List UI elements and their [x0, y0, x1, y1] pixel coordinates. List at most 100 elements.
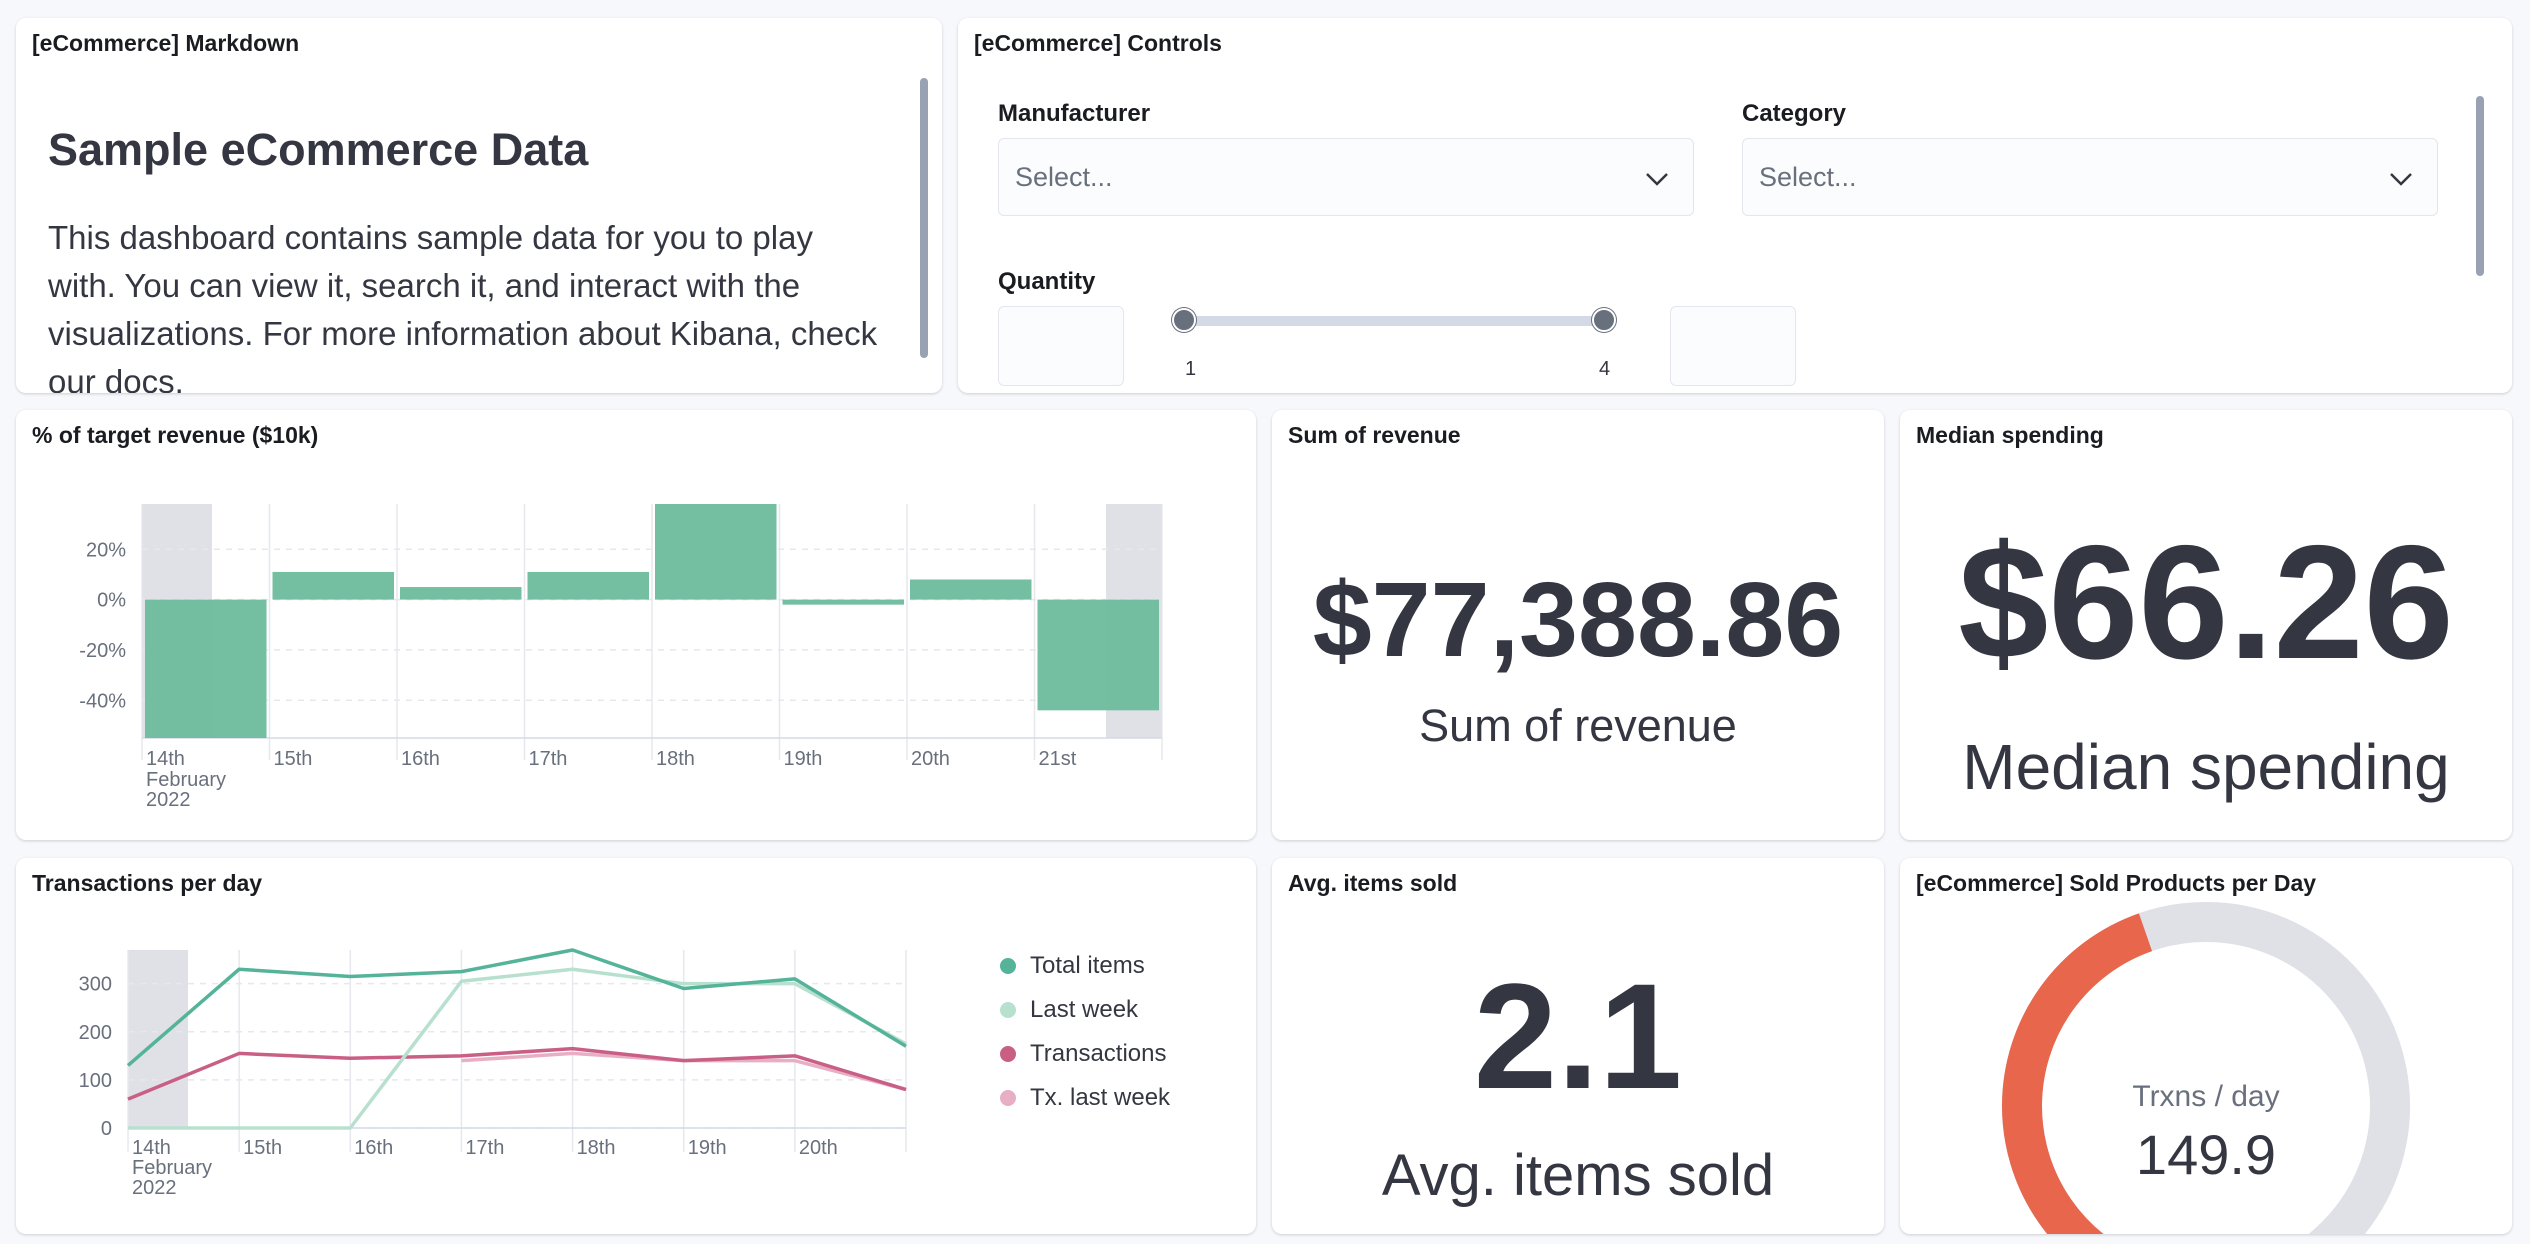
quantity-max-tick: 4: [1599, 358, 1611, 380]
avg-items-label: Avg. items sold: [1381, 1143, 1775, 1208]
markdown-text-end: .: [174, 363, 184, 393]
legend-label: Transactions: [1030, 1040, 1167, 1067]
x-tick-label: 18th: [577, 1137, 616, 1159]
x-tick-label: 18th: [656, 748, 695, 770]
x-tick-label: 17th: [529, 748, 568, 770]
legend-dot: [1000, 1002, 1016, 1018]
panel-title: [eCommerce] Markdown: [32, 30, 300, 56]
date-caption: 2022: [146, 789, 191, 811]
gauge-chart: [2002, 902, 2410, 1234]
gauge-fill: [2002, 913, 2153, 1234]
avg-items-panel: Avg. items sold 2.1 Avg. items sold: [1272, 858, 1884, 1234]
panel-title: [eCommerce] Sold Products per Day: [1916, 870, 2317, 896]
panel-title: Avg. items sold: [1288, 870, 1458, 896]
y-tick-label: 200: [79, 1022, 112, 1044]
date-caption: 2022: [132, 1177, 177, 1199]
median-spending-value: $66.26: [1958, 512, 2454, 693]
quantity-min-input[interactable]: [998, 306, 1124, 386]
x-tick-label: 14th: [146, 748, 185, 770]
date-caption: February: [146, 769, 226, 791]
bar-17th: [527, 571, 649, 600]
chevron-down-icon: [2390, 173, 2412, 186]
y-tick-label: 0: [101, 1118, 112, 1140]
bar-19th: [782, 599, 904, 605]
markdown-text: This dashboard contains sample data for …: [48, 219, 878, 393]
series-line-total-items: [126, 948, 907, 1067]
transactions-line-chart: 0 100 200 300 14th 15th 16th 17th 18th 19th 20th Fe…: [79, 948, 907, 1199]
manufacturer-select[interactable]: Select...: [998, 138, 1694, 216]
bar-21st: [1037, 599, 1159, 711]
x-tick-label: 16th: [354, 1137, 393, 1159]
chevron-down-icon: [1646, 173, 1668, 186]
docs-link[interactable]: docs: [104, 363, 175, 393]
controls-panel: [eCommerce] Controls Manufacturer Select…: [958, 18, 2512, 393]
bar-18th: [655, 504, 777, 600]
sum-revenue-value: $77,388.86: [1312, 561, 1844, 679]
y-tick-label: 100: [79, 1070, 112, 1092]
quantity-max-handle[interactable]: [1592, 308, 1616, 332]
x-tick-label: 19th: [784, 748, 823, 770]
sum-revenue-label: Sum of revenue: [1419, 700, 1737, 751]
y-tick-label: -40%: [79, 690, 126, 712]
median-spending-label: Median spending: [1962, 731, 2450, 803]
bar-15th: [272, 571, 394, 600]
manufacturer-label: Manufacturer: [998, 100, 1151, 127]
markdown-scrollbar[interactable]: [920, 78, 928, 358]
panel-title: Median spending: [1916, 422, 2104, 448]
revenue-target-panel: % of target revenue ($10k) 20% 0% -20% -40%…: [16, 410, 1256, 840]
y-tick-label: 300: [79, 974, 112, 996]
y-tick-label: 0%: [97, 590, 126, 612]
sum-revenue-panel: Sum of revenue $77,388.86 Sum of revenue: [1272, 410, 1884, 840]
x-tick-label: 16th: [401, 748, 440, 770]
panel-title: Sum of revenue: [1288, 422, 1461, 448]
x-tick-label: 17th: [465, 1137, 504, 1159]
legend-dot: [1000, 1090, 1016, 1106]
legend-label: Total items: [1030, 952, 1145, 979]
panel-title: Transactions per day: [32, 870, 263, 896]
quantity-label: Quantity: [998, 268, 1096, 295]
x-tick-label: 15th: [274, 748, 313, 770]
sold-products-gauge-panel: [eCommerce] Sold Products per Day Trxns …: [1900, 858, 2512, 1234]
date-caption: February: [132, 1157, 212, 1179]
y-tick-label: -20%: [79, 640, 126, 662]
category-select[interactable]: Select...: [1742, 138, 2438, 216]
series-line-transactions: [127, 1046, 907, 1101]
bar-16th: [400, 587, 522, 600]
gauge-value: 149.9: [2135, 1123, 2277, 1186]
transactions-panel: Transactions per day 0 100 200 300 14th 15th 1…: [16, 858, 1256, 1234]
markdown-body: This dashboard contains sample data for …: [48, 214, 888, 393]
markdown-heading: Sample eCommerce Data: [48, 124, 589, 175]
panel-title: [eCommerce] Controls: [974, 30, 1222, 56]
markdown-panel: [eCommerce] Markdown Sample eCommerce Da…: [16, 18, 942, 393]
manufacturer-placeholder: Select...: [1015, 161, 1113, 192]
gauge-label: Trxns / day: [2132, 1080, 2280, 1113]
legend-label: Last week: [1030, 996, 1139, 1023]
legend-item-tx-last-week[interactable]: Tx. last week: [1000, 1084, 1170, 1112]
y-tick-label: 20%: [86, 539, 126, 561]
category-label: Category: [1742, 100, 1847, 127]
median-spending-panel: Median spending $66.26 Median spending: [1900, 410, 2512, 840]
quantity-max-input[interactable]: [1670, 306, 1796, 386]
quantity-min-tick: 1: [1185, 358, 1197, 380]
legend-dot: [1000, 958, 1016, 974]
legend-item-last-week[interactable]: Last week: [1000, 996, 1138, 1024]
x-tick-label: 20th: [911, 748, 950, 770]
x-tick-label: 14th: [132, 1137, 171, 1159]
legend-item-transactions[interactable]: Transactions: [1000, 1040, 1167, 1068]
controls-scrollbar[interactable]: [2476, 96, 2484, 276]
legend-label: Tx. last week: [1030, 1084, 1171, 1111]
panel-title: % of target revenue ($10k): [32, 422, 319, 448]
x-tick-label: 19th: [688, 1137, 727, 1159]
category-placeholder: Select...: [1759, 161, 1857, 192]
x-tick-label: 21st: [1039, 748, 1077, 770]
quantity-range-track[interactable]: [1186, 316, 1606, 326]
legend-dot: [1000, 1046, 1016, 1062]
revenue-bar-chart: 20% 0% -20% -40% 14th 15th 16th 17th 18th 19th 20t…: [79, 504, 1163, 811]
bar-14th: [145, 599, 267, 738]
avg-items-value: 2.1: [1473, 952, 1683, 1120]
bar-20th: [910, 579, 1032, 600]
x-tick-label: 15th: [243, 1137, 282, 1159]
x-tick-label: 20th: [799, 1137, 838, 1159]
legend-item-total-items[interactable]: Total items: [1000, 952, 1145, 980]
quantity-min-handle[interactable]: [1172, 308, 1196, 332]
